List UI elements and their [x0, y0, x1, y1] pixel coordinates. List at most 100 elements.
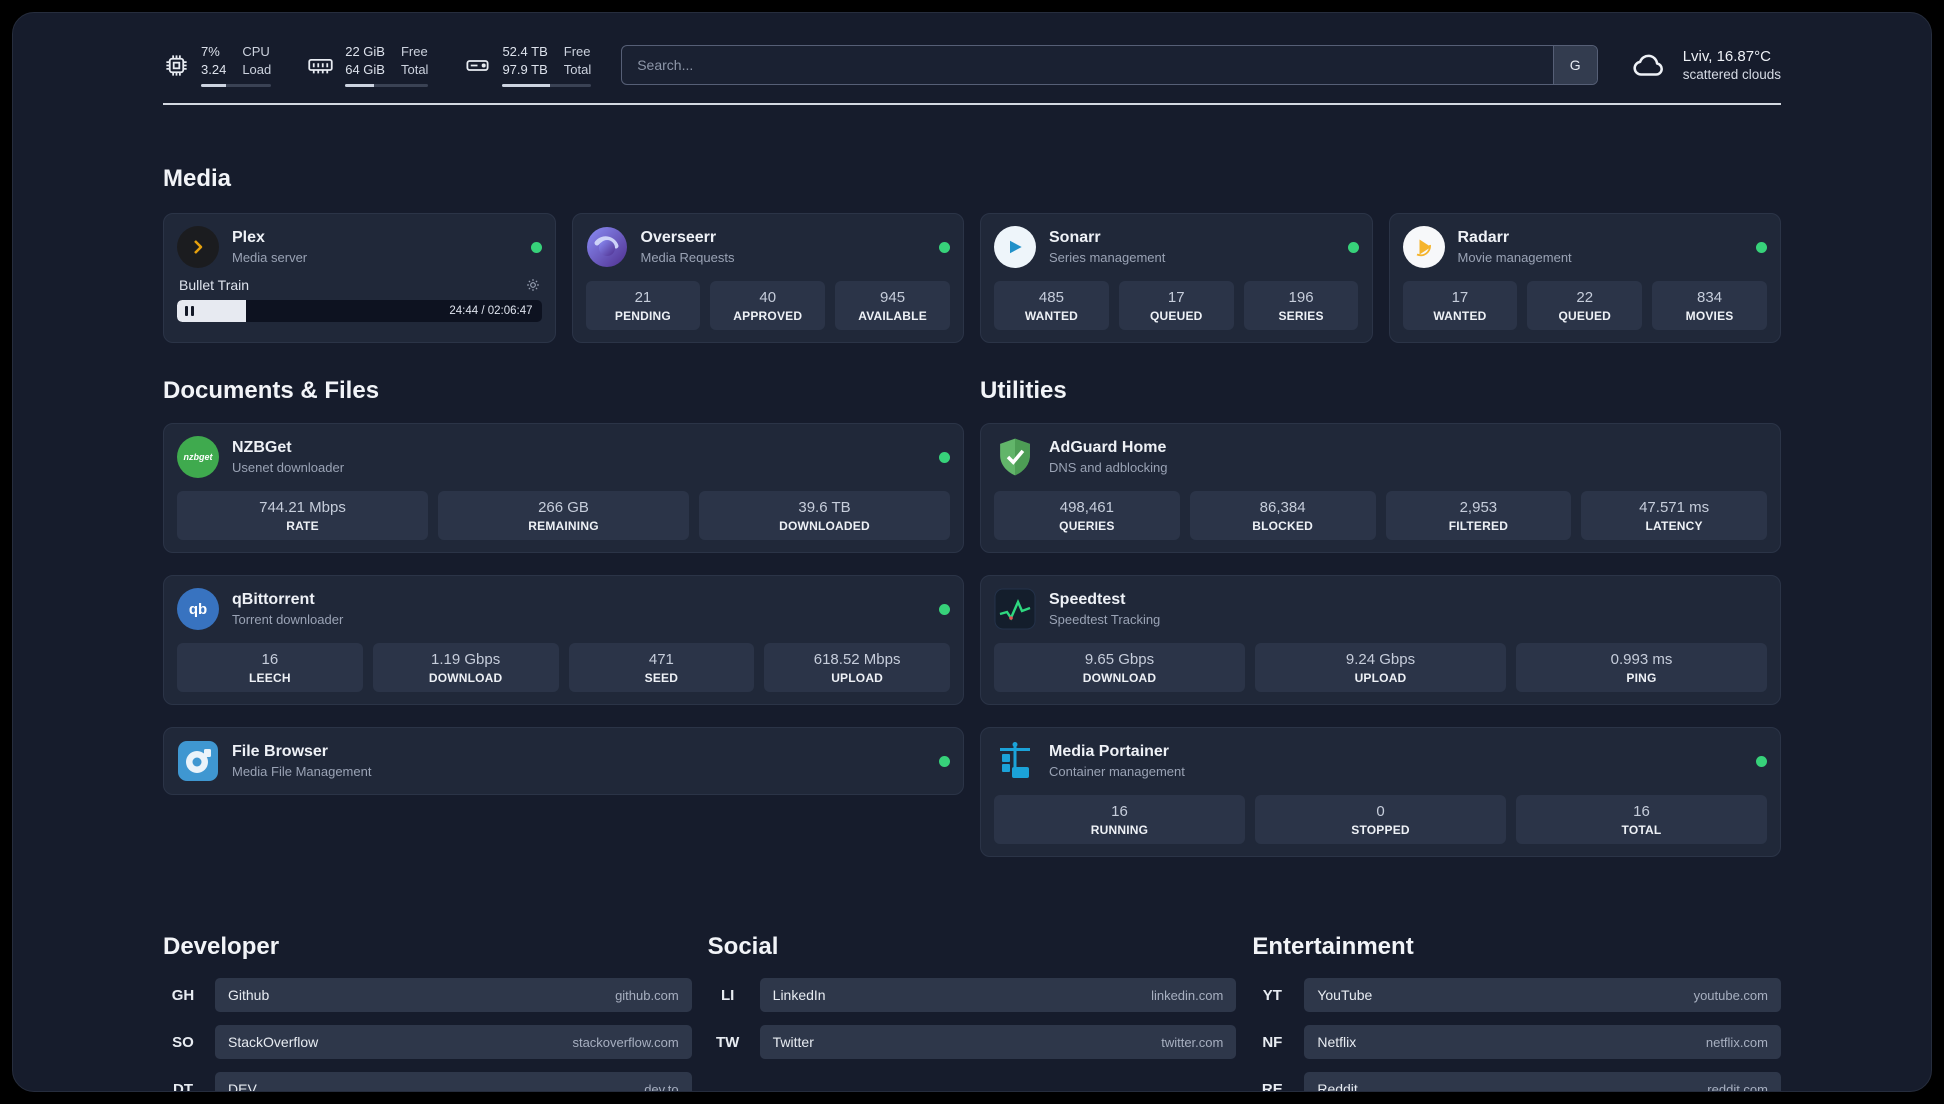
stat-value: 22	[1576, 289, 1594, 307]
bookmark-url: stackoverflow.com	[572, 1034, 679, 1050]
app-titles: File Browser Media File Management	[232, 743, 371, 779]
stat-box: 86,384 BLOCKED	[1189, 491, 1376, 541]
stat-label: WANTED	[1024, 309, 1079, 324]
app-card-qbittorrent[interactable]: qb qBittorrent Torrent downloader 16 LEE…	[163, 575, 964, 706]
app-card-sonarr[interactable]: Sonarr Series management 485 WANTED 17 Q…	[980, 213, 1373, 344]
bookmark-row: DT DEV dev.to	[163, 1072, 692, 1092]
playback-time: 24:44 / 02:06:47	[449, 305, 533, 318]
stat-box: 945 AVAILABLE	[835, 281, 950, 331]
app-card-file-browser[interactable]: File Browser Media File Management	[163, 727, 964, 796]
stat-box: 1.19 Gbps DOWNLOAD	[372, 643, 559, 693]
bookmark-link-youtube[interactable]: YouTube youtube.com	[1304, 978, 1781, 1013]
playback-progress-bar[interactable]: 24:44 / 02:06:47	[177, 300, 542, 323]
app-card-radarr[interactable]: Radarr Movie management 17 WANTED 22 QUE…	[1388, 213, 1781, 344]
stat-box: 39.6 TB DOWNLOADED	[699, 491, 950, 541]
stat-value: 40	[759, 289, 777, 307]
plex-icon	[177, 226, 219, 269]
app-subtitle: Container management	[1049, 764, 1185, 780]
stat-label: RUNNING	[1090, 823, 1149, 838]
app-card-media-portainer[interactable]: Media Portainer Container management 16 …	[980, 727, 1781, 858]
bookmark-link-dev[interactable]: DEV dev.to	[215, 1072, 692, 1092]
stat-label: QUERIES	[1059, 519, 1115, 534]
section-title-entertainment: Entertainment	[1252, 933, 1414, 961]
bookmark-link-reddit[interactable]: Reddit reddit.com	[1304, 1072, 1781, 1091]
bookmark-name: Github	[228, 987, 270, 1004]
stat-value: 16	[1633, 803, 1650, 821]
app-card-plex[interactable]: Plex Media server Bullet Train 24:44 / 0…	[163, 213, 556, 344]
stats-row: 21 PENDING 40 APPROVED 945 AVAILABLE	[585, 281, 951, 331]
stat-label: AVAILABLE	[858, 309, 927, 324]
stat-box: 2,953 FILTERED	[1385, 491, 1572, 541]
bookmark-link-stackoverflow[interactable]: StackOverflow stackoverflow.com	[215, 1025, 692, 1060]
app-name: qBittorrent	[232, 591, 315, 609]
stat-box: 834 MOVIES	[1652, 281, 1767, 331]
app-subtitle: Media File Management	[232, 764, 372, 780]
bookmark-abbr: YT	[1262, 986, 1282, 1004]
app-name: Speedtest	[1049, 591, 1126, 609]
app-card-nzbget[interactable]: nzbget NZBGet Usenet downloader 744.21 M…	[163, 423, 964, 554]
search-engine-button[interactable]: G	[1552, 46, 1597, 85]
app-card-header: qb qBittorrent Torrent downloader	[177, 588, 950, 631]
stat-value: 471	[648, 651, 674, 669]
app-titles: Plex Media server	[232, 229, 307, 265]
stat-label: QUEUED	[1149, 309, 1203, 324]
app-card-speedtest[interactable]: Speedtest Speedtest Tracking 9.65 Gbps D…	[980, 575, 1781, 706]
app-card-overseerr[interactable]: Overseerr Media Requests 21 PENDING 40 A…	[571, 213, 964, 344]
stat-label: RATE	[286, 519, 319, 534]
bookmark-link-linkedin[interactable]: LinkedIn linkedin.com	[759, 978, 1237, 1013]
stat-label: MOVIES	[1685, 309, 1734, 324]
app-card-adguard-home[interactable]: AdGuard Home DNS and adblocking 498,461 …	[980, 423, 1781, 554]
overseerr-icon	[586, 226, 628, 268]
stat-box: 16 LEECH	[177, 643, 363, 693]
stat-label: TOTAL	[1621, 823, 1662, 838]
app-subtitle: Speedtest Tracking	[1049, 612, 1161, 628]
stat-label: STOPPED	[1351, 823, 1410, 838]
bookmark-url: linkedin.com	[1151, 987, 1224, 1003]
stat-value: 0	[1376, 803, 1385, 821]
stats-row: 485 WANTED 17 QUEUED 196 SERIES	[994, 281, 1359, 331]
bookmark-abbr: LI	[720, 986, 735, 1004]
status-dot-online	[1756, 241, 1767, 253]
bookmark-link-github[interactable]: Github github.com	[215, 978, 692, 1013]
pause-icon[interactable]	[185, 306, 194, 317]
stats-row: 498,461 QUERIES 86,384 BLOCKED 2,953 FIL…	[994, 491, 1767, 541]
ram-icon	[307, 52, 334, 79]
bookmark-row: YT YouTube youtube.com	[1252, 978, 1781, 1013]
bookmark-url: youtube.com	[1693, 987, 1768, 1003]
bookmark-row: LI LinkedIn linkedin.com	[708, 978, 1237, 1013]
bookmark-rows: LI LinkedIn linkedin.com TW Twitter twit…	[708, 978, 1237, 1060]
section-title-utilities: Utilities	[980, 377, 1067, 405]
stat-box: 618.52 Mbps UPLOAD	[764, 643, 950, 693]
stat-value: 16	[1111, 803, 1128, 821]
dashboard-window: 7% 3.24 CPU Load 22 GiB 64 GiB Free	[12, 12, 1932, 1092]
stat-label: REMAINING	[528, 519, 599, 534]
app-card-header: Overseerr Media Requests	[586, 226, 950, 268]
app-name: Sonarr	[1049, 229, 1101, 247]
bookmark-row: TW Twitter twitter.com	[708, 1025, 1237, 1060]
bookmark-row: GH Github github.com	[163, 978, 692, 1013]
app-card-header: Radarr Movie management	[1402, 226, 1767, 269]
metric-progress-bar	[345, 84, 429, 88]
stat-value: 17	[1451, 289, 1469, 307]
section-title-documents-files: Documents & Files	[163, 377, 380, 405]
system-metric-cpu: 7% 3.24 CPU Load	[163, 43, 272, 88]
bookmark-name: StackOverflow	[228, 1034, 319, 1051]
metric-label-bottom: Total	[563, 62, 592, 78]
stats-row: 9.65 Gbps DOWNLOAD 9.24 Gbps UPLOAD 0.99…	[994, 643, 1767, 693]
bookmark-abbr: NF	[1262, 1033, 1283, 1051]
search-input[interactable]	[622, 46, 1553, 85]
stat-label: FILTERED	[1448, 519, 1509, 534]
bookmark-abbr: DT	[173, 1080, 193, 1092]
bookmark-link-netflix[interactable]: Netflix netflix.com	[1304, 1025, 1781, 1060]
stats-row: 17 WANTED 22 QUEUED 834 MOVIES	[1402, 281, 1768, 331]
stat-box: 21 PENDING	[585, 281, 701, 331]
bookmark-link-twitter[interactable]: Twitter twitter.com	[759, 1025, 1237, 1060]
bookmark-name: Netflix	[1317, 1034, 1357, 1051]
weather-condition: scattered clouds	[1682, 67, 1781, 83]
bookmark-url: netflix.com	[1705, 1034, 1768, 1050]
weather-widget[interactable]: Lviv, 16.87°C scattered clouds	[1628, 44, 1781, 86]
bookmark-url: dev.to	[644, 1081, 679, 1092]
app-subtitle: DNS and adblocking	[1049, 460, 1168, 476]
gear-icon[interactable]	[526, 278, 540, 292]
stat-box: 16 TOTAL	[1516, 795, 1767, 845]
